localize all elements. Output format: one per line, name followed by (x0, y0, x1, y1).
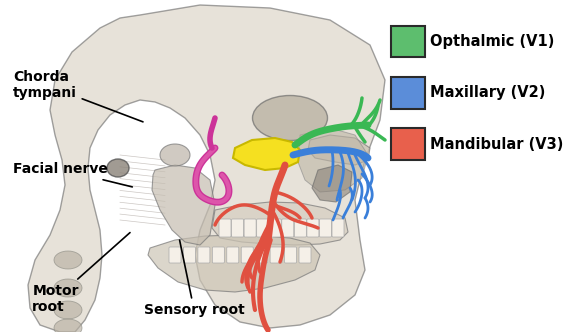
Text: Maxillary (V2): Maxillary (V2) (430, 85, 546, 101)
Polygon shape (212, 202, 348, 245)
FancyBboxPatch shape (299, 247, 311, 263)
FancyBboxPatch shape (244, 219, 256, 237)
FancyBboxPatch shape (212, 247, 224, 263)
Polygon shape (148, 235, 320, 292)
Polygon shape (312, 165, 352, 202)
Ellipse shape (54, 301, 82, 319)
FancyBboxPatch shape (270, 247, 282, 263)
Ellipse shape (252, 96, 328, 140)
Text: Motor
root: Motor root (32, 233, 130, 314)
FancyBboxPatch shape (319, 219, 332, 237)
FancyBboxPatch shape (282, 219, 294, 237)
FancyBboxPatch shape (285, 247, 296, 263)
Polygon shape (308, 135, 370, 165)
Polygon shape (152, 165, 215, 245)
FancyBboxPatch shape (391, 128, 426, 160)
FancyBboxPatch shape (391, 26, 426, 57)
FancyBboxPatch shape (332, 219, 344, 237)
FancyBboxPatch shape (198, 247, 210, 263)
FancyBboxPatch shape (256, 247, 268, 263)
Polygon shape (298, 128, 368, 192)
Ellipse shape (107, 159, 129, 177)
FancyBboxPatch shape (269, 219, 281, 237)
Ellipse shape (54, 319, 82, 332)
Text: Opthalmic (V1): Opthalmic (V1) (430, 34, 555, 49)
Polygon shape (28, 5, 385, 332)
FancyBboxPatch shape (219, 219, 231, 237)
FancyBboxPatch shape (391, 77, 426, 109)
Ellipse shape (54, 279, 82, 297)
Text: Facial nerve: Facial nerve (13, 162, 132, 187)
Text: Sensory root: Sensory root (144, 240, 245, 317)
Text: Chorda
tympani: Chorda tympani (13, 70, 143, 122)
FancyBboxPatch shape (227, 247, 239, 263)
FancyBboxPatch shape (307, 219, 319, 237)
FancyBboxPatch shape (294, 219, 306, 237)
FancyBboxPatch shape (231, 219, 244, 237)
FancyBboxPatch shape (241, 247, 253, 263)
Ellipse shape (160, 144, 190, 166)
Text: Mandibular (V3): Mandibular (V3) (430, 137, 564, 152)
FancyBboxPatch shape (184, 247, 195, 263)
Ellipse shape (54, 251, 82, 269)
Polygon shape (233, 138, 300, 170)
FancyBboxPatch shape (257, 219, 269, 237)
FancyBboxPatch shape (169, 247, 181, 263)
